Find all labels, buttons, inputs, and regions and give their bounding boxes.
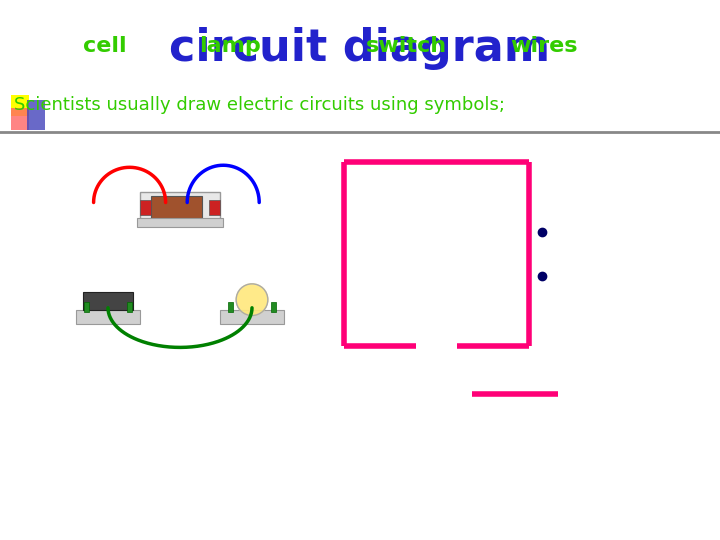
Bar bbox=[76, 310, 140, 324]
Bar bbox=[137, 218, 223, 227]
Text: wires: wires bbox=[510, 36, 577, 56]
Bar bbox=[220, 310, 284, 324]
Text: cell: cell bbox=[83, 36, 126, 56]
Bar bbox=[11, 94, 29, 116]
Text: switch: switch bbox=[366, 36, 447, 56]
Text: circuit diagram: circuit diagram bbox=[169, 27, 551, 70]
Bar bbox=[228, 302, 233, 312]
Bar bbox=[151, 196, 202, 218]
Bar bbox=[209, 200, 220, 215]
Bar bbox=[84, 302, 89, 312]
FancyBboxPatch shape bbox=[140, 192, 220, 221]
Bar bbox=[27, 100, 45, 130]
Text: lamp: lamp bbox=[199, 36, 261, 56]
Bar bbox=[271, 302, 276, 312]
Bar bbox=[140, 200, 151, 215]
Bar bbox=[83, 292, 133, 310]
Bar bbox=[127, 302, 132, 312]
Bar bbox=[11, 108, 29, 130]
Text: Scientists usually draw electric circuits using symbols;: Scientists usually draw electric circuit… bbox=[14, 96, 505, 114]
Circle shape bbox=[236, 284, 268, 315]
